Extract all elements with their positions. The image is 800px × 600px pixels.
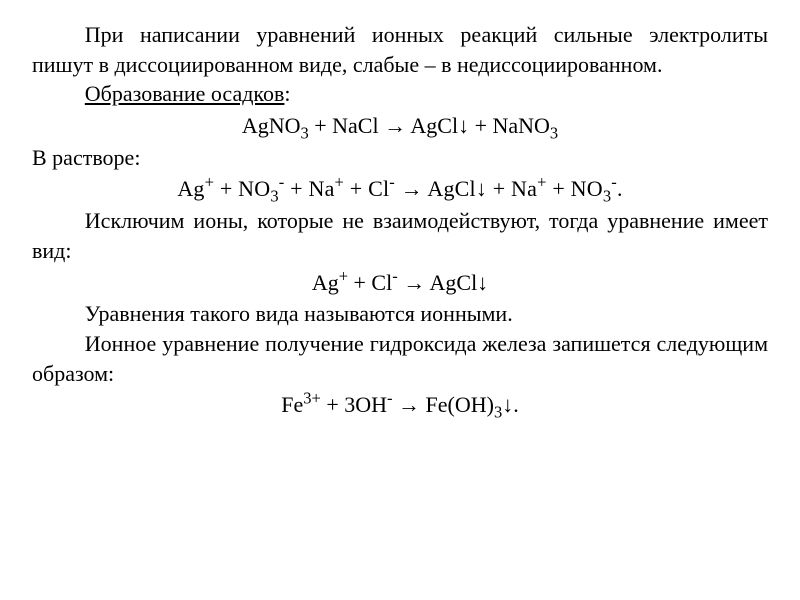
equation-molecular: AgNO3 + NaCl → AgCl↓ + NaNO3 xyxy=(32,111,768,141)
equation-net-ionic: Ag+ + Cl- → AgCl↓ xyxy=(32,268,768,298)
paragraph-ionic-name: Уравнения такого вида называются ионными… xyxy=(32,299,768,329)
equation-full-ionic: Ag+ + NO3- + Na+ + Cl- → AgCl↓ + Na+ + N… xyxy=(32,174,768,204)
label-in-solution: В растворе: xyxy=(32,143,768,173)
heading-precipitate: Образование осадков: xyxy=(32,79,768,109)
document-page: При написании уравнений ионных реакций с… xyxy=(0,0,800,442)
heading-precipitate-colon: : xyxy=(284,81,290,106)
paragraph-intro: При написании уравнений ионных реакций с… xyxy=(32,20,768,79)
equation-iron-hydroxide: Fe3+ + 3OH- → Fe(OH)3↓. xyxy=(32,390,768,420)
paragraph-iron-hydroxide: Ионное уравнение получение гидроксида же… xyxy=(32,329,768,388)
heading-precipitate-underline: Образование осадков xyxy=(85,81,285,106)
paragraph-exclude-ions: Исключим ионы, которые не взаимодействую… xyxy=(32,206,768,265)
